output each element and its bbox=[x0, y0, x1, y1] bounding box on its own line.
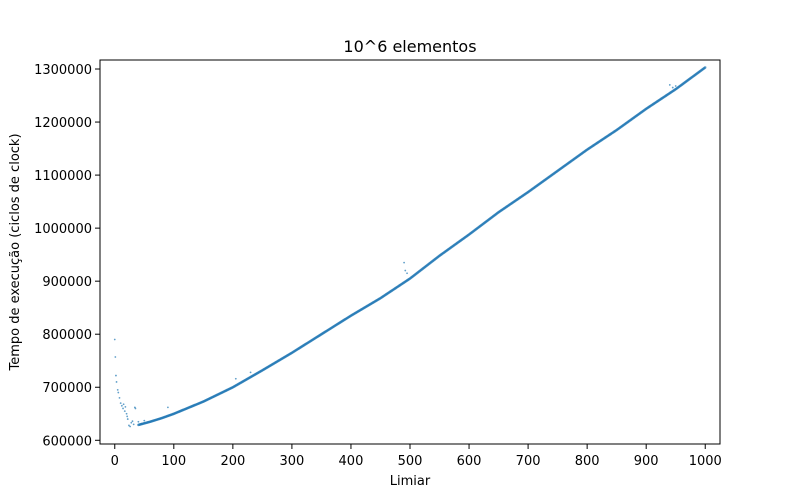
data-points bbox=[113, 66, 707, 428]
data-point bbox=[129, 425, 132, 428]
x-tick-label: 600 bbox=[457, 454, 482, 469]
x-tick-label: 800 bbox=[575, 454, 600, 469]
y-axis: 600000 700000 800000 900000 1000000 1100000 12… bbox=[34, 63, 100, 449]
data-point bbox=[234, 377, 237, 380]
data-point bbox=[130, 421, 133, 424]
x-tick-label: 300 bbox=[279, 454, 304, 469]
y-tick-label: 900000 bbox=[42, 275, 92, 290]
data-point bbox=[113, 338, 116, 341]
data-point bbox=[403, 261, 405, 264]
data-point bbox=[671, 86, 674, 89]
x-tick-label: 500 bbox=[398, 454, 423, 469]
data-point bbox=[140, 422, 143, 425]
data-point bbox=[674, 85, 677, 87]
data-point bbox=[134, 407, 137, 410]
x-axis-title: Limiar bbox=[390, 474, 431, 489]
data-point bbox=[668, 84, 671, 86]
data-point bbox=[126, 418, 129, 420]
data-point bbox=[167, 406, 169, 409]
y-tick-label: 1100000 bbox=[34, 169, 92, 184]
x-tick-label: 100 bbox=[161, 454, 186, 469]
data-point bbox=[114, 356, 117, 358]
data-point bbox=[143, 419, 146, 422]
data-point bbox=[115, 374, 117, 377]
data-point bbox=[126, 415, 129, 418]
x-tick-label: 1000 bbox=[689, 454, 722, 469]
data-point bbox=[122, 407, 124, 410]
data-point bbox=[131, 420, 134, 423]
x-tick-label: 700 bbox=[516, 454, 541, 469]
x-tick-label: 900 bbox=[634, 454, 659, 469]
data-point bbox=[137, 420, 140, 423]
y-tick-label: 1000000 bbox=[34, 222, 92, 237]
data-point bbox=[404, 269, 407, 272]
data-point bbox=[122, 403, 125, 406]
x-axis: 0 100 200 300 400 500 600 700 800 900 1000 bbox=[111, 444, 722, 469]
data-point bbox=[120, 404, 123, 407]
data-point bbox=[249, 371, 252, 374]
data-point bbox=[119, 402, 122, 405]
data-point bbox=[406, 272, 408, 275]
y-tick-label: 1300000 bbox=[34, 63, 92, 78]
y-axis-title: Tempo de execução (ciclos de clock) bbox=[8, 133, 23, 371]
data-point bbox=[116, 389, 119, 391]
data-point bbox=[118, 396, 121, 399]
data-point bbox=[115, 381, 118, 383]
data-point bbox=[128, 424, 130, 427]
data-point bbox=[125, 412, 128, 415]
y-tick-label: 800000 bbox=[42, 328, 92, 343]
plot-frame bbox=[99, 59, 721, 445]
y-tick-label: 1200000 bbox=[34, 116, 92, 131]
y-tick-label: 600000 bbox=[42, 434, 92, 449]
y-tick-label: 700000 bbox=[42, 381, 92, 396]
data-point bbox=[124, 405, 127, 408]
data-point bbox=[117, 391, 120, 394]
data-point bbox=[132, 423, 135, 426]
x-tick-label: 0 bbox=[111, 454, 119, 469]
data-point bbox=[123, 410, 126, 413]
x-tick-label: 400 bbox=[339, 454, 364, 469]
data-point bbox=[703, 66, 707, 69]
chart-title: 10^6 elementos bbox=[343, 37, 476, 56]
x-tick-label: 200 bbox=[220, 454, 245, 469]
